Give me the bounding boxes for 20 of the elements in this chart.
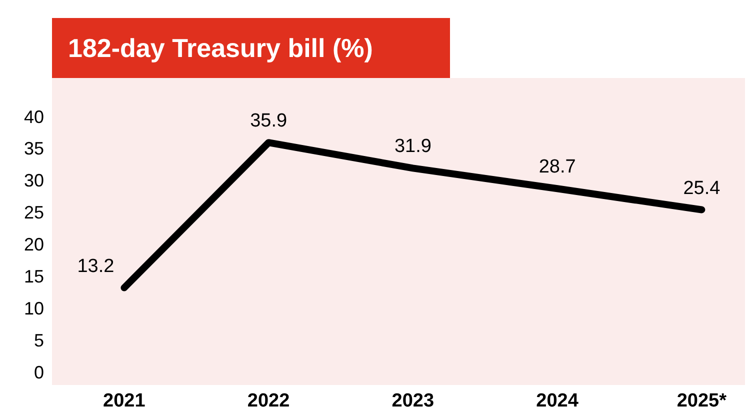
- x-tick-label: 2022: [247, 390, 290, 410]
- data-label: 35.9: [250, 110, 288, 132]
- x-tick-label: 2023: [392, 390, 434, 410]
- y-tick-label: 40: [24, 106, 44, 127]
- data-label: 31.9: [394, 136, 432, 158]
- y-tick-label: 35: [24, 138, 44, 159]
- y-tick-label: 30: [24, 170, 44, 191]
- chart-title: 182-day Treasury bill (%): [52, 18, 450, 78]
- y-tick-label: 20: [24, 234, 44, 255]
- y-tick-label: 25: [24, 202, 44, 223]
- x-tick-label: 2025*: [676, 390, 728, 410]
- data-label: 13.2: [77, 256, 114, 277]
- data-label: 28.7: [538, 156, 576, 178]
- y-tick-label: 10: [24, 298, 44, 319]
- y-tick-label: 0: [34, 362, 44, 383]
- x-tick-label: 2024: [536, 390, 579, 410]
- y-tick-label: 5: [34, 330, 44, 351]
- data-label: 25.4: [683, 178, 721, 199]
- y-tick-label: 15: [24, 266, 44, 287]
- x-tick-label: 2021: [103, 390, 146, 410]
